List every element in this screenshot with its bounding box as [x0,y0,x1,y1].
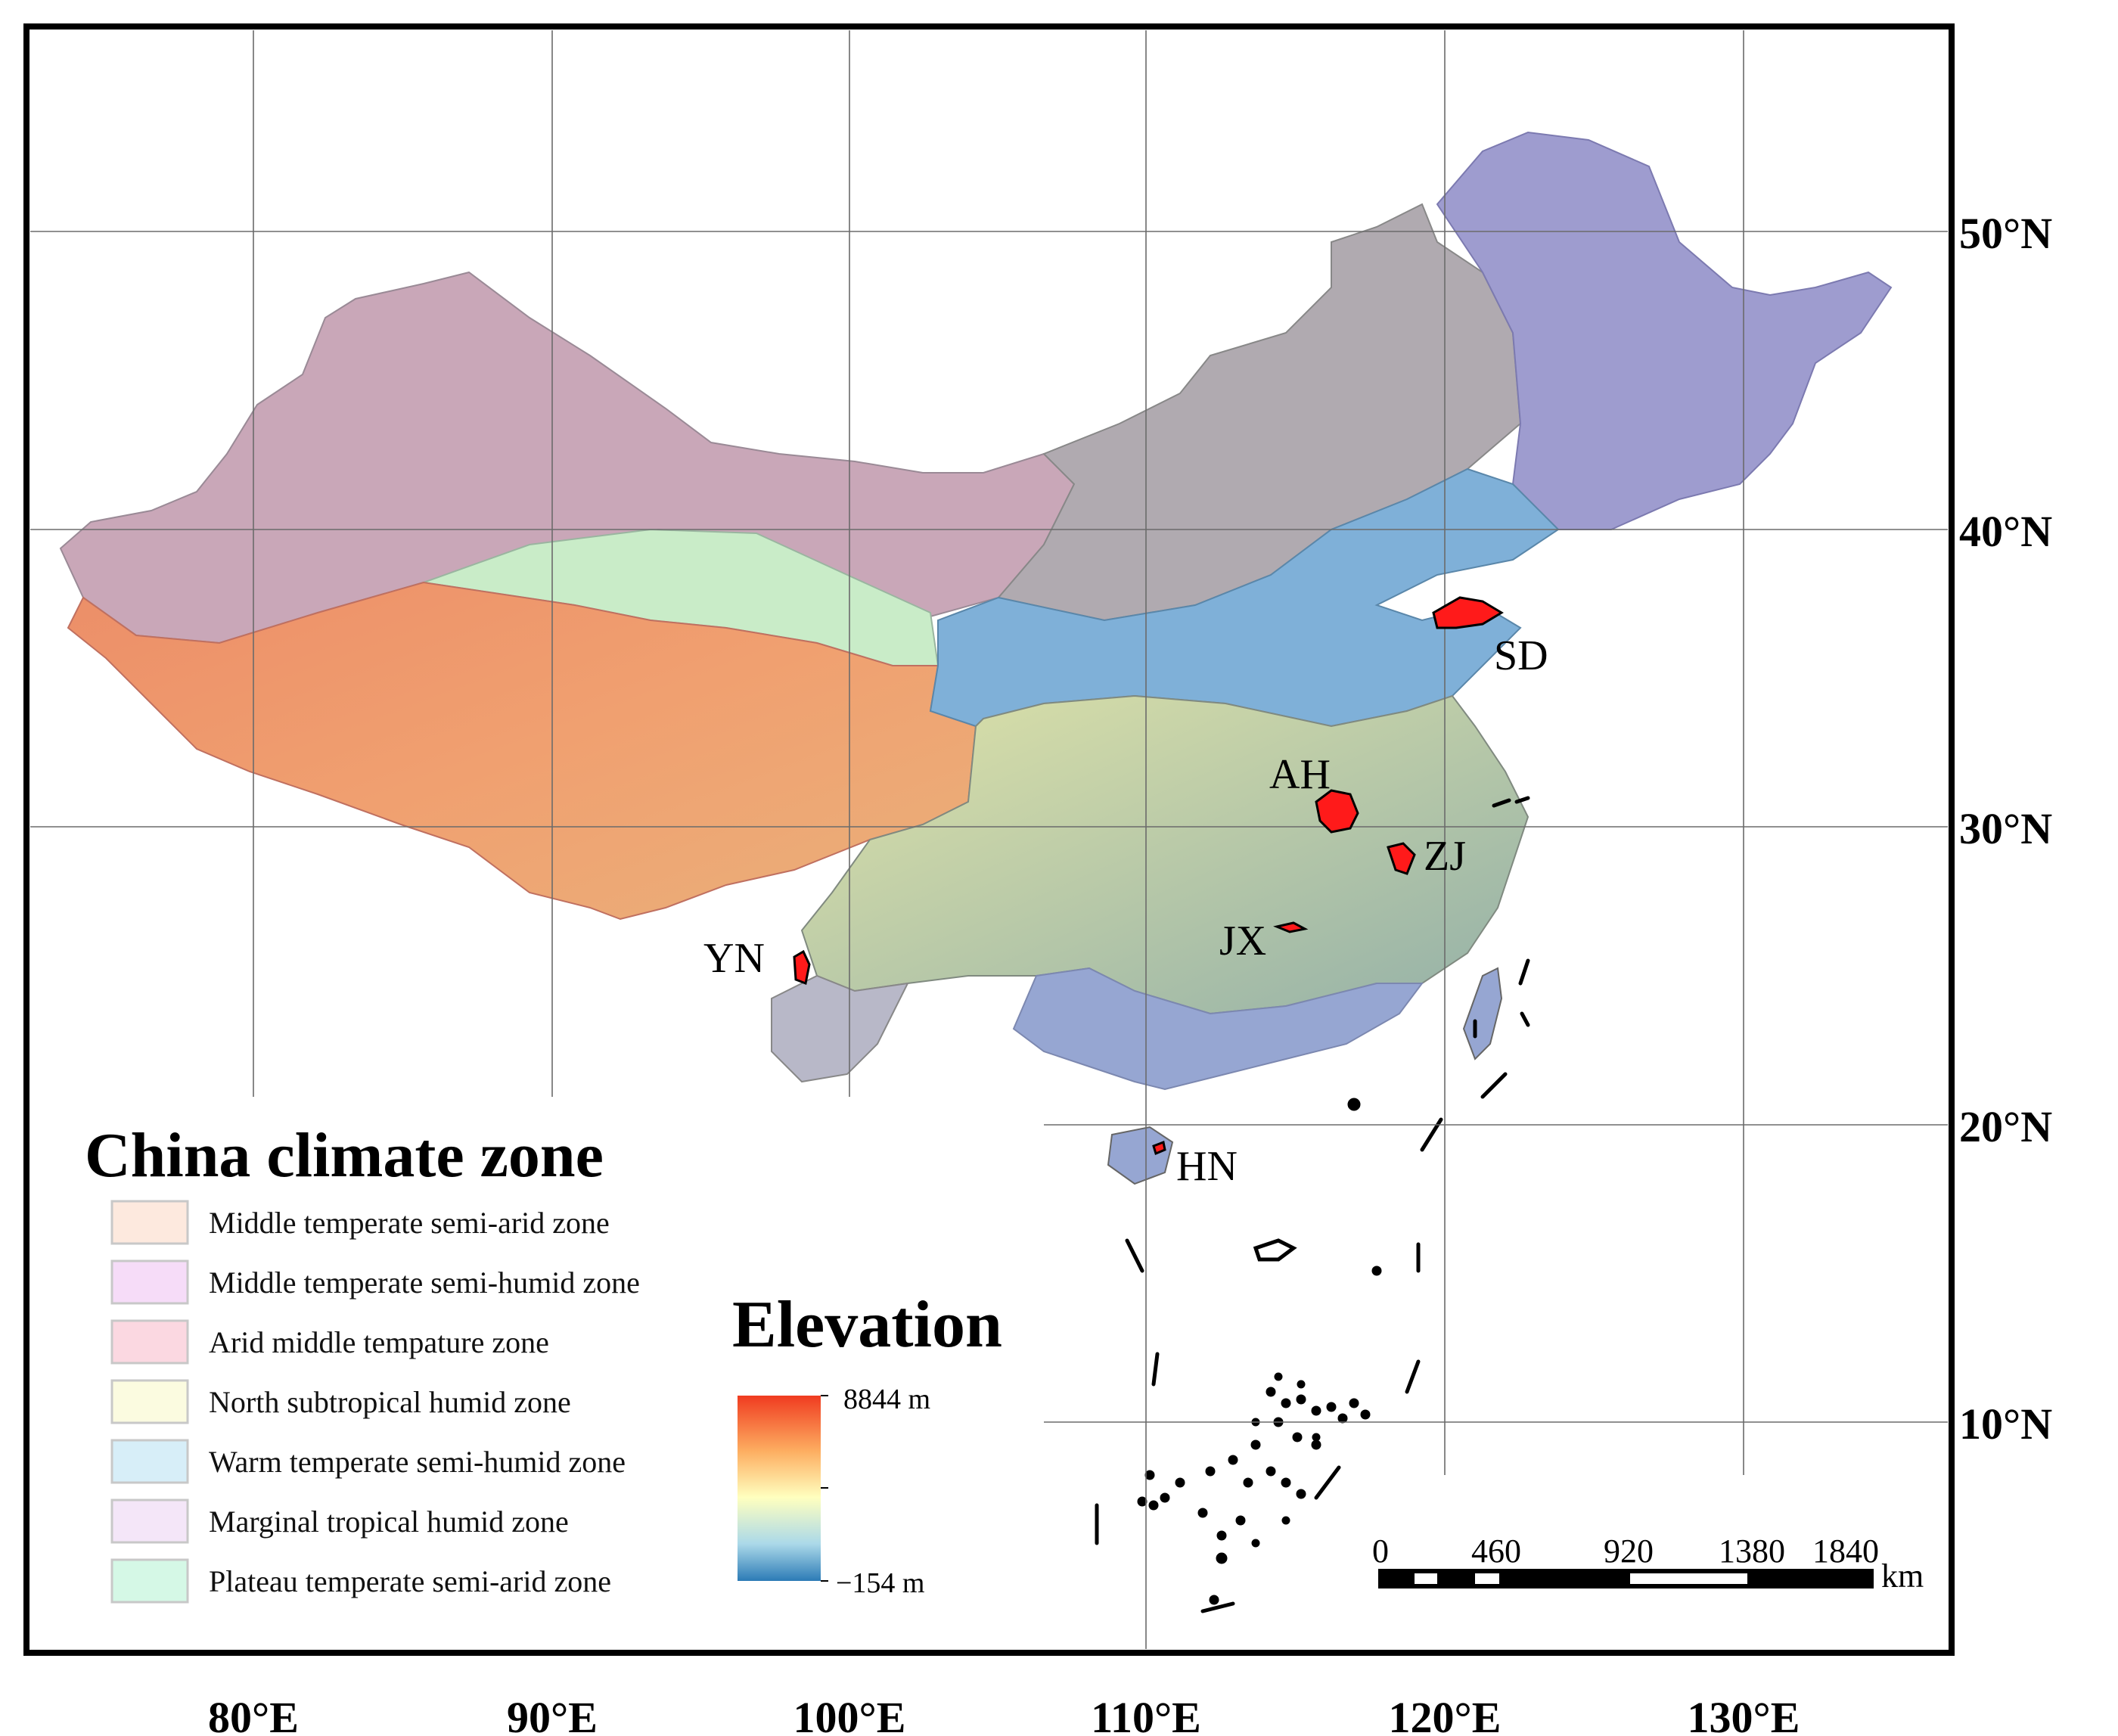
svg-text:130°E: 130°E [1688,1693,1800,1736]
elevation-title: Elevation [732,1288,1002,1362]
site-ah-region [1315,789,1359,834]
scale-tick-4: 1840 [1812,1533,1879,1570]
svg-text:30°N: 30°N [1959,804,2052,853]
svg-text:120°E: 120°E [1389,1693,1502,1736]
legend-swatch-4 [110,1379,189,1424]
svg-text:80°E: 80°E [208,1693,299,1736]
legend-label-7: Plateau temperate semi-arid zone [209,1564,611,1598]
scale-tick-0: 0 [1372,1533,1389,1570]
elevation-max: 8844 m [843,1384,930,1415]
legend-label-5: Warm temperate semi-humid zone [209,1445,626,1479]
site-sd-region [1432,596,1504,629]
scale-tick-3: 1380 [1719,1533,1785,1570]
legend-label-3: Arid middle tempature zone [209,1325,549,1359]
svg-text:10°N: 10°N [1959,1399,2052,1449]
scale-unit: km [1881,1557,1924,1595]
site-jx-region [1273,921,1309,933]
svg-text:90°E: 90°E [507,1693,598,1736]
island-hainan [1107,1126,1174,1185]
svg-text:100°E: 100°E [793,1693,906,1736]
legend-label-1: Middle temperate semi-arid zone [209,1206,610,1240]
site-label-sd: SD [1494,632,1548,679]
zone-southwest-tropical [771,974,909,1083]
legend-label-6: Marginal tropical humid zone [209,1505,569,1539]
elevation-min: −154 m [836,1567,925,1599]
legend-label-4: North subtropical humid zone [209,1385,571,1419]
svg-text:40°N: 40°N [1959,507,2052,556]
site-zj-region [1387,842,1416,875]
legend-swatch-3 [110,1319,189,1365]
legend-swatch-5 [110,1439,189,1484]
longitude-labels: 80°E 90°E 100°E 110°E 120°E 130°E [208,1693,1800,1736]
scale-tick-1: 460 [1471,1533,1521,1570]
elevation-legend: Elevation 8844 m −154 m [732,1288,1002,1599]
south-sea-islands [1095,796,1530,1613]
elevation-color-ramp [738,1396,821,1581]
site-label-jx: JX [1219,918,1266,964]
site-label-yn: YN [703,935,765,982]
svg-text:50°N: 50°N [1959,209,2052,258]
latitude-labels: 50°N 40°N 30°N 20°N 10°N [1959,209,2052,1449]
svg-text:20°N: 20°N [1959,1102,2052,1151]
legend-label-2: Middle temperate semi-humid zone [209,1266,640,1300]
legend-swatch-2 [110,1259,189,1305]
site-label-hn: HN [1176,1143,1238,1190]
graticule [30,30,1948,1649]
climate-zone-legend: China climate zone Middle temperate semi… [85,1120,640,1604]
zone-marginal-tropical [1012,967,1424,1091]
site-hn-region [1152,1140,1166,1156]
site-yn-region [793,949,811,986]
legend-swatch-6 [110,1498,189,1544]
scale-tick-2: 920 [1604,1533,1654,1570]
legend-title: China climate zone [85,1120,604,1191]
legend-swatch-7 [110,1558,189,1604]
scale-bar: 0 460 920 1380 1840 km [1372,1533,1924,1595]
site-label-zj: ZJ [1424,833,1466,880]
svg-text:110°E: 110°E [1091,1693,1201,1736]
legend-swatch-1 [110,1200,189,1245]
site-label-ah: AH [1269,751,1331,798]
study-sites [793,596,1504,1156]
